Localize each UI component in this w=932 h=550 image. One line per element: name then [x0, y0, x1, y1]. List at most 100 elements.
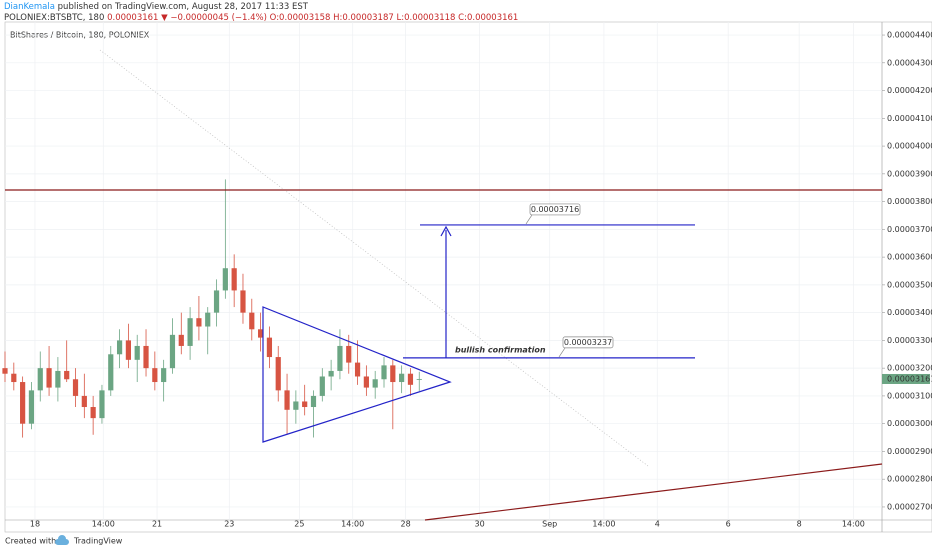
x-tick-label: 14:00 [592, 520, 615, 529]
candle-body [258, 329, 264, 338]
candle-body [37, 368, 43, 391]
candle-body [81, 395, 87, 408]
y-tick-label: 0.00003500 [887, 280, 932, 289]
x-tick-label: 28 [401, 520, 411, 529]
candle-body [266, 337, 273, 358]
candle-body [2, 368, 8, 374]
y-tick-label: 0.00004300 [887, 58, 932, 67]
candle-body [381, 365, 387, 380]
y-tick-label: 0.00003000 [887, 419, 932, 428]
candle-body [11, 373, 17, 383]
candle-body [328, 370, 334, 377]
frame [4, 21, 932, 533]
candle-body [275, 357, 281, 391]
callout-label: 0.00003716 [531, 205, 579, 214]
candle-body [108, 354, 114, 391]
candle-body [363, 376, 369, 388]
author: DianKemala [4, 2, 55, 12]
candle-body [187, 318, 193, 346]
x-tick-label: 25 [294, 520, 304, 529]
marks [2, 22, 885, 520]
y-tick-label: 0.00002700 [887, 502, 932, 511]
candle-body [416, 378, 422, 380]
arrow-head [440, 225, 452, 237]
candle-body [20, 382, 26, 424]
trend-ray [99, 49, 649, 467]
candle-body [178, 334, 184, 346]
candle-body [231, 268, 237, 291]
last-price-label: 0.00003161 [887, 374, 932, 383]
candle-body [28, 390, 35, 424]
high: H:0.00003187 [333, 13, 394, 23]
change: −0.00000045 (−1.4%) [170, 13, 267, 23]
x-tick-label: 4 [655, 520, 660, 529]
candle-body [407, 373, 414, 385]
y-tick-label: 0.00004000 [887, 142, 932, 151]
candle-body [99, 390, 105, 419]
symbol: POLONIEX:BTSBTC, 180 [4, 13, 104, 23]
callout-box [529, 203, 581, 216]
candle-body [116, 340, 123, 355]
overlay: 0.00003716 0.00003237 bullish confirmation… [403, 203, 932, 384]
triangle [262, 306, 452, 443]
candle-body [143, 345, 149, 369]
x-tick-label: 6 [726, 520, 731, 529]
candle-body [161, 368, 167, 383]
callout-leader [525, 214, 533, 225]
candle-body [72, 379, 79, 396]
y-tick-label: 0.00003900 [887, 169, 932, 178]
x-tick-label: 14:00 [341, 520, 364, 529]
footer-created: Created with [5, 537, 56, 546]
close: C:0.00003161 [458, 13, 518, 23]
candle-body [55, 370, 61, 388]
y-tick-label: 0.00003600 [887, 253, 932, 262]
footer-brand: TradingView [73, 537, 123, 546]
x-tick-label: 23 [224, 520, 234, 529]
candle-body [354, 362, 361, 377]
y-tick-label: 0.00002900 [887, 447, 932, 456]
support-ray [424, 463, 883, 521]
last-price-tag [882, 373, 930, 384]
x-tick-label: 14:00 [842, 520, 865, 529]
y-tick-label: 0.00003100 [887, 391, 932, 400]
header-line: DianKemala published on TradingView.com,… [4, 2, 309, 12]
candle-body [284, 390, 290, 410]
candle-body [319, 376, 325, 396]
callout-box [562, 336, 614, 349]
x-tick-label: 21 [152, 520, 162, 529]
y-tick-label: 0.00004400 [887, 31, 932, 40]
y-tick-label: 0.00004100 [887, 114, 932, 123]
y-tick-label: 0.00003700 [887, 225, 932, 234]
candle-body [134, 345, 140, 360]
candle-body [169, 334, 176, 369]
low: L:0.00003118 [396, 13, 455, 23]
candle-body [64, 370, 70, 380]
candle-body [372, 379, 378, 388]
y-tick-label: 0.00003400 [887, 308, 932, 317]
candle-body [90, 407, 96, 419]
published: published on TradingView.com, August 28,… [58, 2, 309, 12]
y-tick-label: 0.00004200 [887, 86, 932, 95]
last: 0.00003161 [107, 13, 158, 23]
open: O:0.00003158 [270, 13, 331, 23]
callout-leader [558, 347, 566, 358]
candle-body [302, 401, 308, 408]
candle-body [152, 368, 158, 383]
y-tick-label: 0.00002800 [887, 475, 932, 484]
x-tick-label: 14:00 [92, 520, 115, 529]
candle-body [390, 365, 396, 383]
x-tick-label: 30 [475, 520, 485, 529]
candle-body [293, 401, 299, 410]
candle-body [46, 368, 52, 388]
y-tick-label: 0.00003300 [887, 336, 932, 345]
candle-body [213, 290, 220, 313]
x-tick-label: 18 [30, 520, 40, 529]
candle-body [310, 395, 317, 408]
x-tick-label: 8 [797, 520, 802, 529]
y-tick-label: 0.00003200 [887, 364, 932, 373]
logo [55, 535, 69, 545]
candle-body [125, 340, 131, 360]
candle-body [222, 268, 228, 291]
